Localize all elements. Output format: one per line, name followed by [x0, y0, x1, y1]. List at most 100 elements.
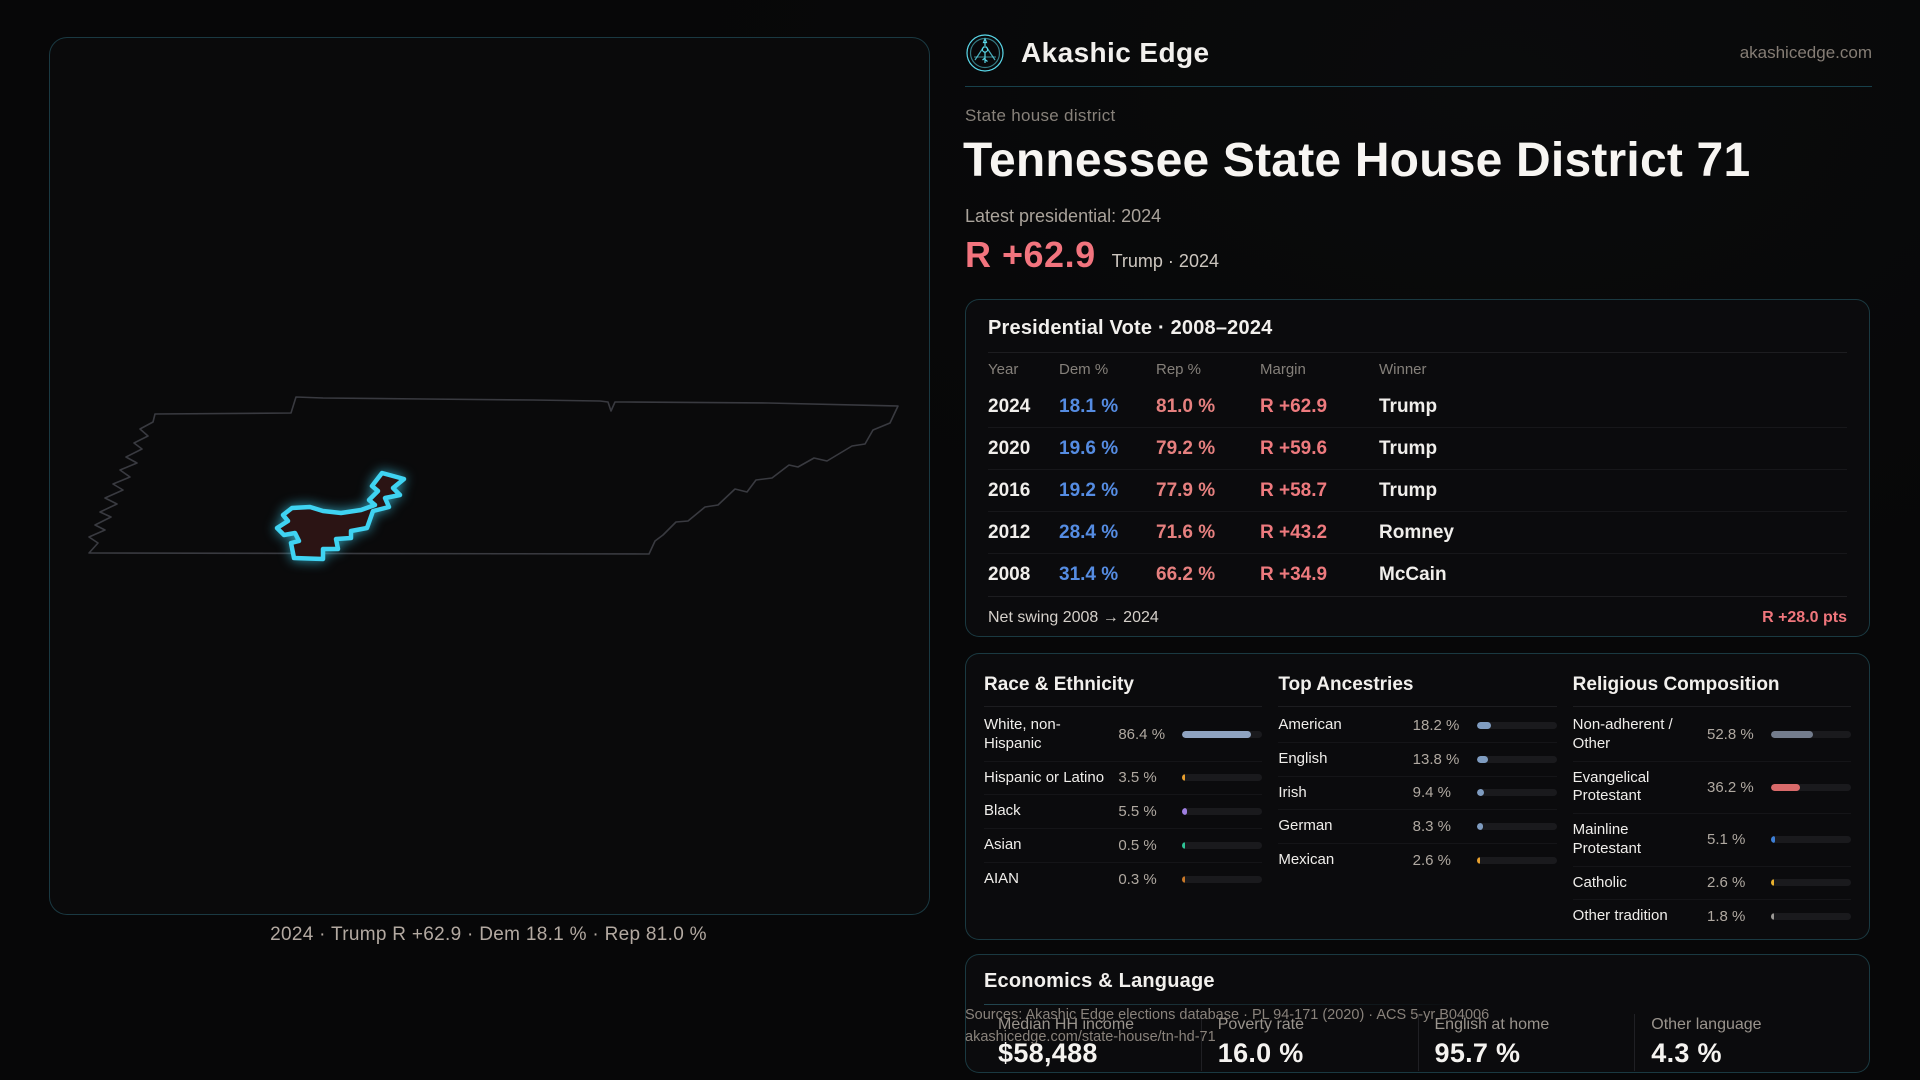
stat-label: Other tradition — [1572, 907, 1668, 925]
pres-year: 2008 — [988, 563, 1031, 585]
header-divider — [965, 86, 1872, 87]
stat-bar-fill — [1771, 879, 1774, 887]
panel-title: Religious Composition — [1572, 674, 1780, 695]
pres-margin: R +58.7 — [1260, 479, 1328, 501]
pres-winner: Trump — [1379, 479, 1438, 501]
stat-bar-fill — [1476, 789, 1485, 797]
stat-row: Mexican 2.6 % — [1278, 844, 1557, 877]
stat-row: Other tradition 1.8 % — [1573, 900, 1851, 933]
pres-dem: 19.6 % — [1059, 437, 1119, 459]
stat-row: German 8.3 % — [1278, 810, 1557, 844]
stat-bar — [1182, 875, 1263, 883]
stat-bar — [1182, 774, 1263, 782]
stat-bar-fill — [1771, 913, 1774, 921]
panel-religious-composition: Religious Composition Non-adherent / Othe… — [1572, 674, 1851, 933]
footer-sources: Sources: Akashic Edge elections database… — [965, 1007, 1490, 1023]
col-year: Year — [988, 361, 1019, 378]
stat-value: 86.4 % — [1118, 726, 1166, 744]
pres-rep: 71.6 % — [1156, 521, 1216, 543]
stat-label: Mainline Protestant — [1572, 821, 1642, 857]
stat-bar — [1182, 731, 1263, 739]
tennessee-map — [88, 396, 899, 562]
margin-value: R +62.9 — [965, 234, 1096, 275]
map-card — [49, 37, 930, 915]
stat-value: 2.6 % — [1707, 874, 1746, 892]
margin-context: Trump · 2024 — [1111, 251, 1219, 271]
stat-label: Mexican — [1278, 851, 1335, 868]
net-swing-row: Net swing 2008 → 2024 R +28.0 pts — [988, 596, 1847, 639]
stat-label: Black — [984, 802, 1021, 820]
divider — [988, 352, 1847, 353]
presidential-card-title: Presidential Vote · 2008–2024 — [988, 317, 1273, 339]
pres-dem: 28.4 % — [1059, 521, 1119, 543]
pres-margin: R +34.9 — [1260, 563, 1328, 585]
page-title: Tennessee State House District 71 — [963, 134, 1751, 187]
stat-bar-fill — [1182, 774, 1186, 782]
brand-row: Akashic Edge akashicedge.com — [965, 30, 1872, 76]
stat-row: Black 5.5 % — [984, 795, 1263, 829]
stat-label: German — [1278, 817, 1333, 835]
col-winner: Winner — [1379, 361, 1427, 378]
pres-winner: Trump — [1379, 437, 1438, 459]
akashic-edge-logo-icon — [966, 34, 1004, 72]
stat-bar-fill — [1476, 823, 1484, 831]
stat-bar — [1476, 755, 1557, 763]
stat-value: 18.2 % — [1412, 716, 1460, 734]
col-dem: Dem % — [1059, 361, 1109, 378]
pres-table-row: 2024 18.1 % 81.0 % R +62.9 Trump — [988, 386, 1847, 427]
economics-stats: Median HH income $58,488 Poverty rate 16.0 … — [984, 1014, 1851, 1071]
state-outline-tennessee — [88, 396, 899, 555]
margin-row: R +62.9 Trump · 2024 — [965, 234, 1219, 276]
stat-row: Catholic 2.6 % — [1572, 867, 1851, 901]
stat-bar-fill — [1182, 808, 1187, 816]
pres-year: 2012 — [988, 521, 1031, 543]
stat-bar-fill — [1771, 731, 1814, 739]
stat-value: 3.5 % — [1118, 769, 1157, 787]
stat-value: 52.8 % — [1707, 726, 1754, 744]
right-column: Akashic Edge akashicedge.com State house… — [963, 0, 1872, 1080]
stat-bar-fill — [1771, 836, 1776, 844]
pres-winner: McCain — [1379, 563, 1447, 585]
divider — [984, 1004, 1851, 1005]
divider — [984, 706, 1263, 707]
stat-bar-fill — [1182, 731, 1252, 739]
pres-table-body: 2024 18.1 % 81.0 % R +62.9 Trump 2020 19.6 % 79… — [988, 386, 1847, 595]
pres-margin: R +59.6 — [1260, 437, 1328, 459]
stat-value: 2.6 % — [1412, 851, 1452, 869]
economics-stat: Other language 4.3 % — [1634, 1014, 1851, 1071]
stat-bar-fill — [1771, 783, 1800, 791]
stat-bar — [1771, 879, 1851, 887]
pres-rep: 77.9 % — [1156, 479, 1216, 501]
pres-table-row: 2012 28.4 % 71.6 % R +43.2 Romney — [988, 511, 1847, 553]
stat-row: Asian 0.5 % — [984, 829, 1263, 863]
stat-bar — [1771, 836, 1851, 844]
stat-bar — [1182, 841, 1263, 849]
stat-label: Non-adherent / Other — [1572, 716, 1673, 752]
stat-label: English — [1278, 749, 1328, 767]
stat-bar — [1771, 913, 1851, 921]
stat-bar — [1476, 789, 1557, 797]
presidential-vote-card: Presidential Vote · 2008–2024 Year Dem %… — [965, 299, 1870, 637]
kicker: State house district — [965, 106, 1116, 125]
pres-table-row: 2008 31.4 % 66.2 % R +34.9 McCain — [988, 553, 1847, 595]
stat-value: 0.5 % — [1118, 836, 1157, 854]
stat-label: Catholic — [1572, 873, 1627, 891]
divider — [1572, 706, 1851, 707]
economics-card-title: Economics & Language — [984, 970, 1215, 992]
latest-presidential-label: Latest presidential: 2024 — [965, 206, 1162, 226]
col-margin: Margin — [1260, 361, 1306, 378]
stat-bar — [1476, 721, 1557, 729]
stat-value: 5.5 % — [1118, 803, 1157, 821]
demographic-panels: Race & Ethnicity White, non-Hispanic 86.4 … — [984, 674, 1851, 933]
stat-row: Mainline Protestant 5.1 % — [1572, 814, 1851, 867]
district-71-shape[interactable] — [274, 470, 407, 562]
stat-bar-fill — [1476, 856, 1480, 864]
footer-permalink[interactable]: akashicedge.com/state-house/tn-hd-71 — [965, 1029, 1216, 1045]
divider — [1278, 706, 1557, 707]
brand-domain-link[interactable]: akashicedge.com — [1739, 43, 1872, 62]
stat-bar — [1182, 808, 1263, 816]
economics-stat-value: $58,488 — [998, 1038, 1098, 1068]
stat-bar — [1476, 823, 1557, 831]
stat-row: American 18.2 % — [1278, 709, 1557, 743]
